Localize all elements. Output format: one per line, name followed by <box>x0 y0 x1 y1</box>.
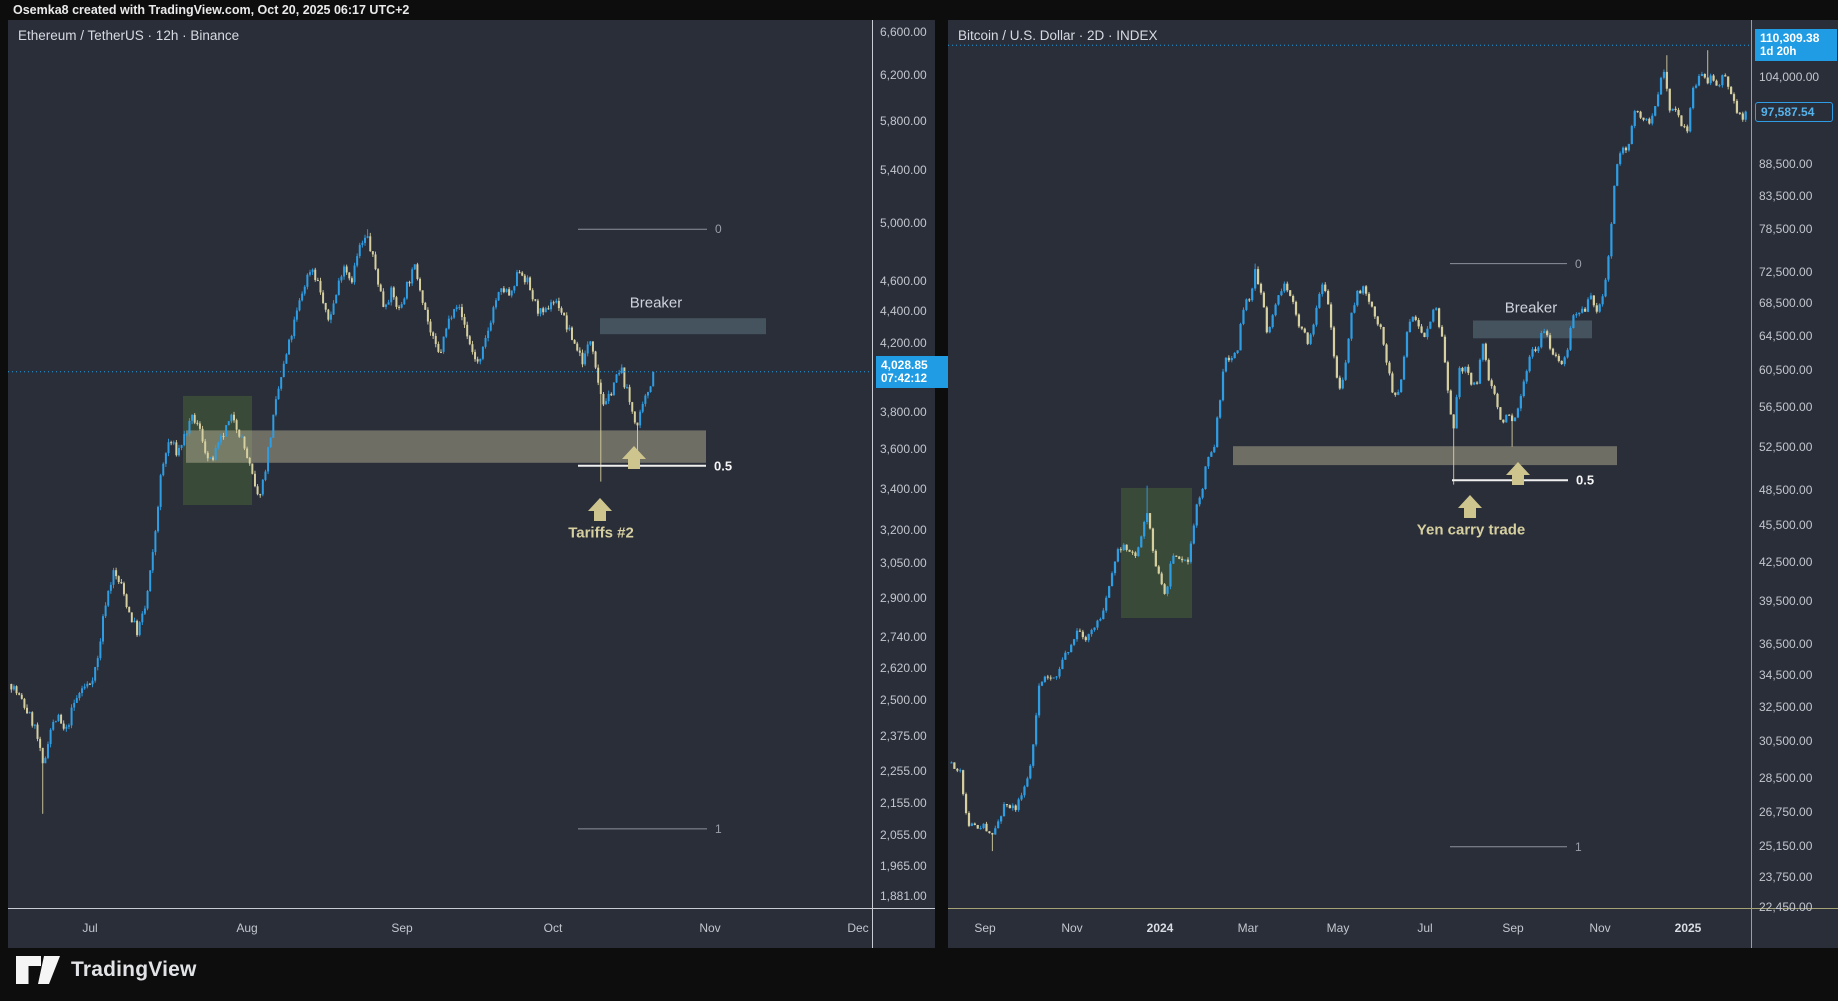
eth-candles <box>10 229 655 814</box>
btc-outline-label: 97,587.54 <box>1755 101 1833 122</box>
eth-last-price: 4,028.85 <box>881 357 928 372</box>
btc-last-price: 110,309.38 <box>1760 31 1820 46</box>
eth-bar-countdown: 07:42:12 <box>881 372 928 385</box>
tradingview-logo[interactable]: TradingView <box>16 956 197 984</box>
btc-price-label: 110,309.38 1d 20h <box>1755 29 1837 62</box>
btc-chart-pane[interactable] <box>948 20 1838 948</box>
btc-price-axis-border <box>1751 20 1752 948</box>
btc-up-arrow-icon <box>1458 495 1482 518</box>
eth-fib-level-label: 0.5 <box>714 458 733 474</box>
btc-time-axis-border <box>948 908 1838 909</box>
btc-outline-price: 97,587.54 <box>1761 104 1815 119</box>
eth-up-arrow-icon <box>622 446 646 469</box>
btc-olive-zone <box>1233 446 1617 466</box>
btc-candles <box>950 50 1747 852</box>
eth-price-label: 4,028.85 07:42:12 <box>876 355 948 388</box>
btc-fib-level-label: 1 <box>1575 839 1582 854</box>
eth-breaker-annotation: Breaker <box>629 294 683 312</box>
eth-breaker-zone <box>600 318 766 335</box>
eth-fib-level-label: 0 <box>715 222 722 237</box>
tradingview-logo-text: TradingView <box>71 958 197 981</box>
eth-event-annotation: Tariffs #2 <box>568 524 634 542</box>
btc-breaker-annotation: Breaker <box>1504 299 1558 317</box>
eth-chart-pane[interactable] <box>8 20 935 948</box>
btc-symbol-title: Bitcoin / U.S. Dollar · 2D · INDEX <box>958 28 1158 43</box>
eth-fib-level-label: 1 <box>715 821 722 836</box>
btc-fib-level-label: 0.5 <box>1576 472 1595 488</box>
btc-fib-level-label: 0 <box>1575 256 1582 271</box>
btc-drawings <box>948 44 1751 852</box>
btc-up-arrow-icon <box>1506 462 1530 485</box>
btc-breaker-zone <box>1473 320 1592 339</box>
eth-symbol-title: Ethereum / TetherUS · 12h · Binance <box>18 28 240 43</box>
eth-time-axis-border <box>8 908 935 909</box>
attribution-text: Osemka8 created with TradingView.com, Oc… <box>13 3 410 17</box>
eth-up-arrow-icon <box>588 498 612 521</box>
btc-event-annotation: Yen carry trade <box>1416 521 1526 539</box>
tradingview-logo-icon <box>16 956 60 984</box>
eth-price-axis-border <box>872 20 873 948</box>
eth-drawings <box>8 228 872 830</box>
btc-bar-countdown: 1d 20h <box>1760 46 1797 59</box>
